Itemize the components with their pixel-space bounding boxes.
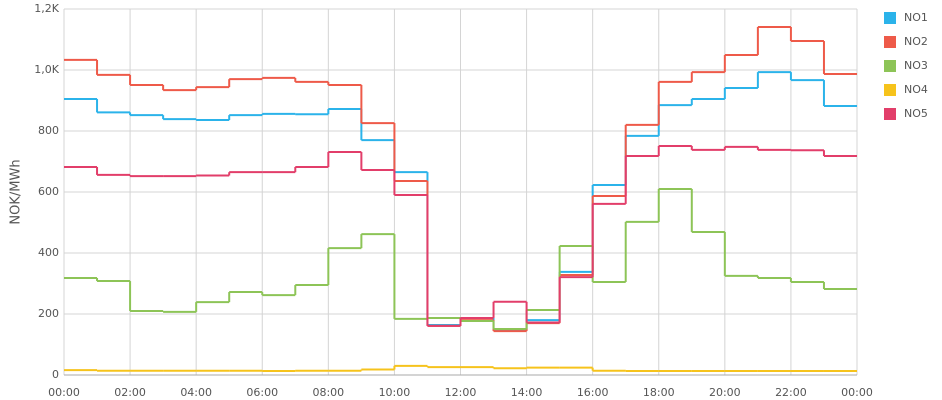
y-tick-label: 400 [38, 246, 59, 259]
legend-swatch [884, 12, 896, 24]
legend-label: NO1 [904, 11, 928, 24]
x-tick-label: 00:00 [48, 386, 80, 399]
y-tick-label: 600 [38, 185, 59, 198]
x-tick-label: 04:00 [180, 386, 212, 399]
x-tick-label: 20:00 [709, 386, 741, 399]
y-tick-label: 0 [52, 368, 59, 381]
y-tick-label: 200 [38, 307, 59, 320]
x-tick-label: 06:00 [246, 386, 278, 399]
legend-label: NO2 [904, 35, 928, 48]
x-tick-label: 12:00 [445, 386, 477, 399]
legend-swatch [884, 36, 896, 48]
y-axis-label: NOK/MWh [9, 159, 24, 224]
x-tick-label: 02:00 [114, 386, 146, 399]
legend-label: NO3 [904, 59, 928, 72]
x-tick-label: 14:00 [511, 386, 543, 399]
x-tick-label: 22:00 [775, 386, 807, 399]
y-tick-label: 1,2K [34, 2, 59, 15]
x-tick-label: 16:00 [577, 386, 609, 399]
x-tick-label: 00:00 [841, 386, 873, 399]
x-tick-label: 10:00 [379, 386, 411, 399]
legend-swatch [884, 108, 896, 120]
legend-swatch [884, 84, 896, 96]
y-tick-label: 1,0K [34, 63, 59, 76]
y-tick-label: 800 [38, 124, 59, 137]
legend-label: NO4 [904, 83, 928, 96]
x-tick-label: 08:00 [312, 386, 344, 399]
legend-label: NO5 [904, 107, 928, 120]
legend-swatch [884, 60, 896, 72]
x-tick-label: 18:00 [643, 386, 675, 399]
